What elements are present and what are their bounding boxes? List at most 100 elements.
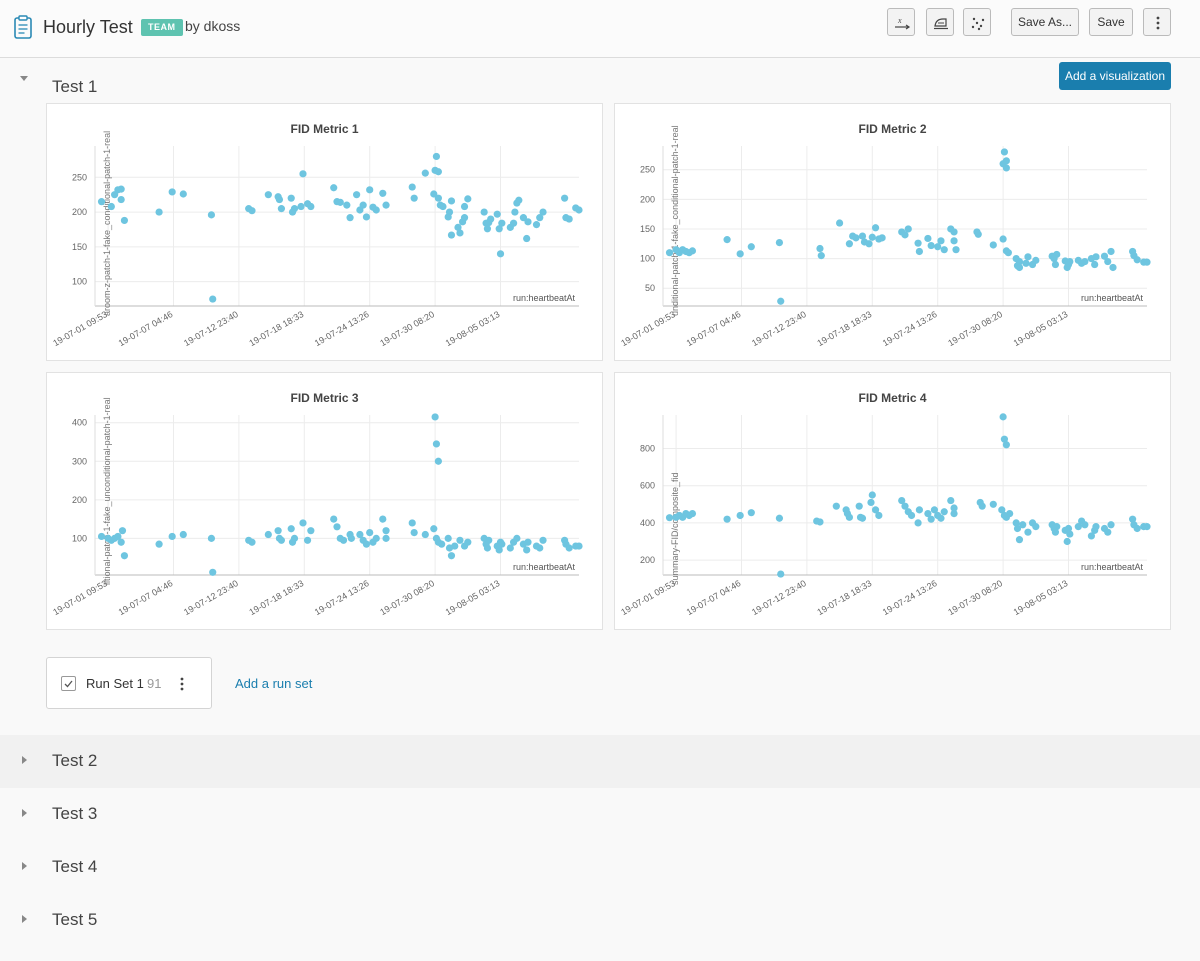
data-point[interactable] (915, 247, 923, 256)
data-point[interactable] (1129, 515, 1137, 523)
data-point[interactable] (277, 536, 286, 544)
chart-panel-4[interactable]: FID Metric 4 200 400 600 800 19-07-01 09:53 1… (614, 372, 1171, 630)
data-point[interactable] (447, 552, 456, 560)
data-point[interactable] (747, 509, 755, 517)
caret-down-icon[interactable] (20, 76, 28, 81)
data-point[interactable] (998, 506, 1006, 514)
data-point[interactable] (120, 552, 129, 560)
data-point[interactable] (950, 228, 958, 236)
data-point[interactable] (1024, 253, 1032, 261)
data-point[interactable] (1092, 523, 1100, 531)
data-point[interactable] (287, 194, 295, 202)
caret-right-icon[interactable] (22, 756, 27, 764)
data-point[interactable] (914, 519, 922, 527)
data-point[interactable] (299, 170, 307, 178)
add-visualization-button[interactable]: Add a visualization (1059, 62, 1171, 90)
section-test-2[interactable]: Test 2 (0, 735, 1200, 788)
chart-panel-3[interactable]: FID Metric 3 100 200 300 400 19-07-01 09:53 1… (46, 372, 603, 630)
data-point[interactable] (438, 540, 446, 548)
report-title[interactable]: Hourly Test (43, 17, 133, 37)
data-point[interactable] (561, 194, 569, 202)
data-point[interactable] (277, 205, 286, 213)
data-point[interactable] (343, 201, 351, 209)
section-test-3[interactable]: Test 3 (0, 788, 1200, 841)
data-point[interactable] (207, 534, 216, 542)
data-point[interactable] (1002, 157, 1010, 165)
chart-panel-1[interactable]: FID Metric 1 100 150 200 250 19-07-01 09:53 1… (46, 103, 603, 361)
data-point[interactable] (978, 502, 986, 510)
data-point[interactable] (307, 202, 315, 211)
data-point[interactable] (1002, 164, 1010, 172)
data-point[interactable] (1012, 519, 1020, 527)
data-point[interactable] (168, 532, 176, 541)
data-point[interactable] (511, 208, 519, 216)
data-point[interactable] (1015, 263, 1024, 272)
data-point[interactable] (1053, 250, 1061, 259)
data-point[interactable] (575, 206, 583, 214)
data-point[interactable] (372, 206, 380, 214)
data-point[interactable] (927, 241, 935, 250)
data-point[interactable] (408, 519, 416, 527)
data-point[interactable] (871, 224, 880, 232)
data-point[interactable] (330, 515, 338, 523)
data-point[interactable] (868, 233, 876, 241)
outlier-settings-button[interactable] (963, 8, 991, 36)
more-options-button[interactable] (1143, 8, 1171, 36)
data-point[interactable] (447, 231, 456, 239)
data-point[interactable] (536, 214, 544, 222)
caret-right-icon[interactable] (22, 862, 27, 870)
data-point[interactable] (434, 457, 442, 465)
chart-panel-2[interactable]: FID Metric 2 50 100 150 200 250 19-07-01 09:5… (614, 103, 1171, 361)
data-point[interactable] (97, 532, 106, 541)
data-point[interactable] (1015, 536, 1024, 544)
data-point[interactable] (817, 252, 825, 260)
data-point[interactable] (483, 225, 492, 233)
data-point[interactable] (432, 440, 441, 448)
data-point[interactable] (937, 237, 945, 245)
data-point[interactable] (952, 246, 960, 254)
data-point[interactable] (999, 235, 1007, 243)
data-point[interactable] (1074, 523, 1082, 531)
run-set-checkbox[interactable] (61, 676, 76, 691)
data-point[interactable] (287, 525, 295, 533)
data-point[interactable] (858, 514, 867, 522)
data-point[interactable] (421, 169, 429, 177)
data-point[interactable] (1091, 260, 1099, 269)
data-point[interactable] (575, 542, 583, 550)
data-point[interactable] (1015, 257, 1024, 266)
data-point[interactable] (565, 544, 573, 552)
data-point[interactable] (688, 510, 697, 518)
data-point[interactable] (264, 530, 272, 539)
data-point[interactable] (379, 189, 387, 197)
data-point[interactable] (989, 500, 997, 508)
data-point[interactable] (1032, 523, 1040, 531)
data-point[interactable] (366, 528, 374, 537)
data-point[interactable] (1066, 530, 1074, 538)
data-point[interactable] (264, 191, 272, 199)
data-point[interactable] (855, 502, 863, 510)
data-point[interactable] (515, 196, 523, 204)
data-point[interactable] (934, 243, 942, 251)
add-run-set-link[interactable]: Add a run set (235, 676, 313, 691)
data-point[interactable] (858, 232, 867, 240)
data-point[interactable] (480, 208, 488, 216)
section-test-5[interactable]: Test 5 (0, 894, 1200, 947)
data-point[interactable] (539, 536, 547, 544)
data-point[interactable] (898, 496, 906, 505)
data-point[interactable] (421, 530, 429, 539)
data-point[interactable] (1133, 256, 1141, 264)
data-point[interactable] (290, 534, 299, 542)
data-point[interactable] (519, 214, 528, 222)
data-point[interactable] (297, 202, 305, 211)
data-point[interactable] (382, 534, 390, 542)
data-point[interactable] (1022, 259, 1030, 267)
data-point[interactable] (209, 295, 217, 303)
data-point[interactable] (1081, 521, 1089, 529)
data-point[interactable] (940, 508, 948, 516)
data-point[interactable] (1000, 435, 1009, 443)
data-point[interactable] (524, 538, 532, 546)
data-point[interactable] (408, 183, 416, 191)
data-point[interactable] (1019, 521, 1027, 529)
data-point[interactable] (852, 234, 860, 242)
data-point[interactable] (445, 208, 454, 216)
